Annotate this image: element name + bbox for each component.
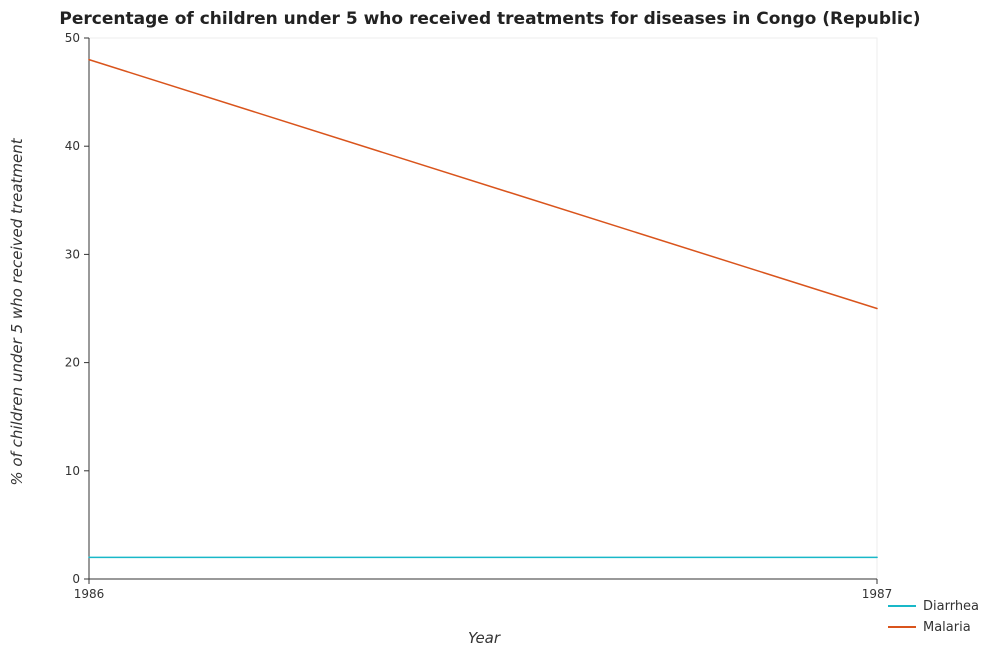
plot-frame — [88, 37, 878, 580]
y-tick-label: 20 — [65, 356, 80, 370]
plot-area: 0 10 20 30 40 50 1986 1987 — [65, 31, 893, 601]
y-tick-label: 10 — [65, 464, 80, 478]
chart-title: Percentage of children under 5 who recei… — [59, 9, 920, 29]
x-tick-label: 1987 — [862, 587, 893, 601]
legend-label-diarrhea: Diarrhea — [923, 599, 979, 614]
legend: Diarrhea Malaria — [888, 599, 979, 635]
data-point-diarrhea — [876, 556, 878, 559]
y-tick-label: 30 — [65, 247, 80, 261]
y-tick-label: 40 — [65, 139, 80, 153]
data-point-malaria — [876, 307, 878, 310]
series-line-malaria — [88, 58, 878, 310]
y-axis-label: % of children under 5 who received treat… — [8, 137, 26, 485]
legend-label-malaria: Malaria — [923, 620, 971, 635]
y-tick-label: 0 — [72, 572, 80, 586]
data-point-diarrhea — [88, 556, 90, 559]
x-axis-label: Year — [468, 629, 501, 647]
y-tick-label: 50 — [65, 31, 80, 45]
data-point-malaria — [88, 58, 90, 61]
x-tick-label: 1986 — [74, 587, 105, 601]
